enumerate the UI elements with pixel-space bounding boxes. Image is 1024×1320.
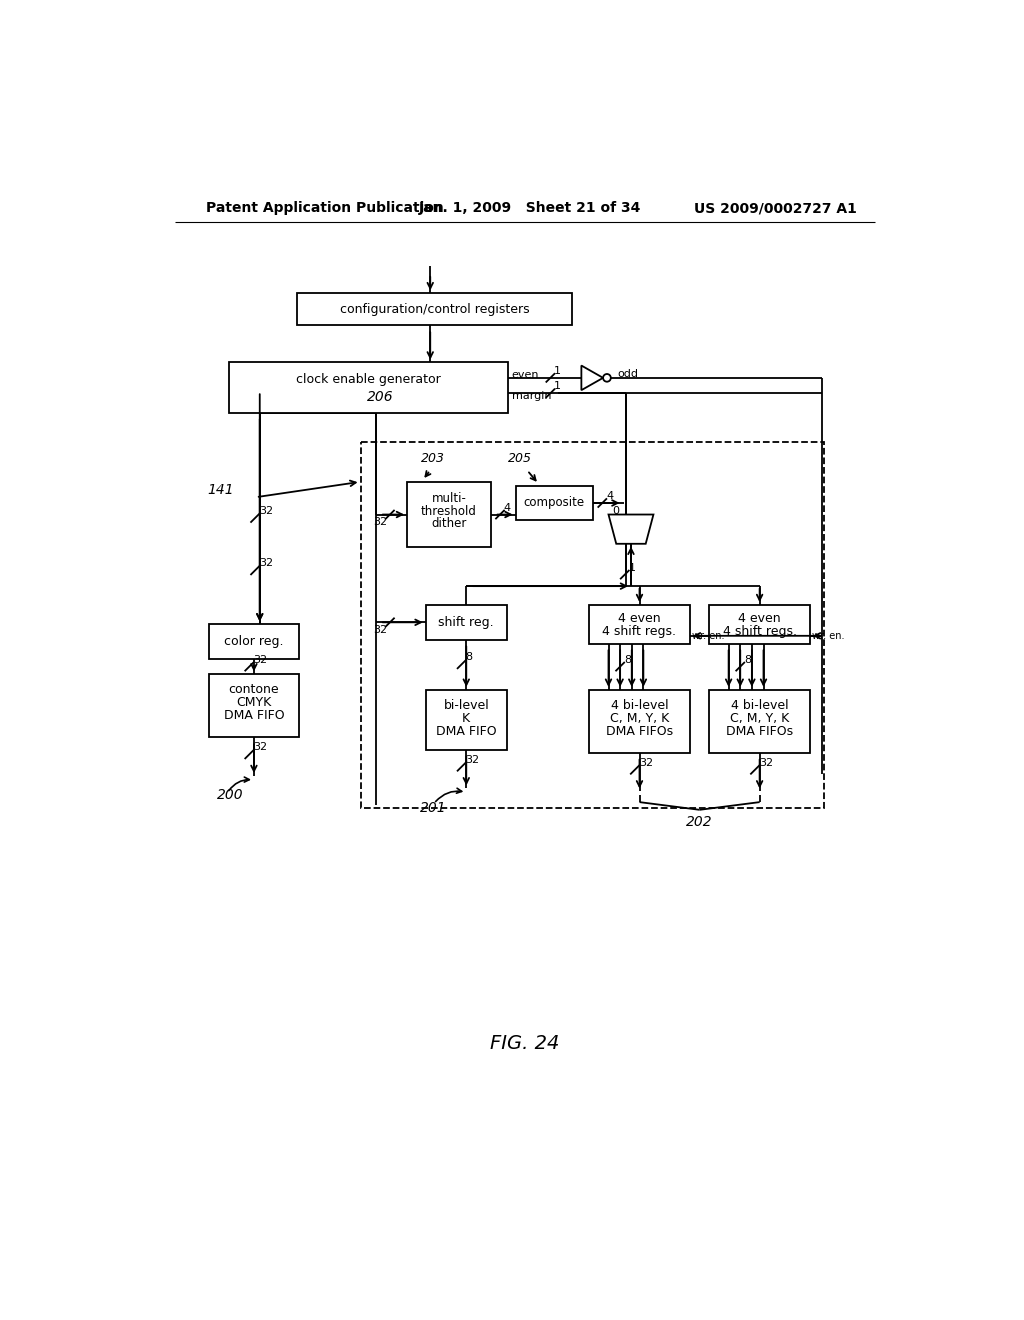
Text: 4 bi-level: 4 bi-level [731, 698, 788, 711]
Text: 4 even: 4 even [738, 612, 781, 626]
Bar [426, 605, 507, 640]
Text: contone: contone [228, 684, 280, 696]
Text: wr. en.: wr. en. [812, 631, 845, 640]
Bar [589, 605, 690, 644]
Text: 32: 32 [259, 558, 273, 569]
Text: configuration/control registers: configuration/control registers [340, 302, 529, 315]
Text: 200: 200 [217, 788, 244, 803]
Text: 1: 1 [554, 381, 561, 391]
Text: 32: 32 [373, 626, 387, 635]
Text: C, M, Y, K: C, M, Y, K [610, 711, 669, 725]
Text: 32: 32 [466, 755, 479, 764]
Text: even: even [512, 370, 539, 380]
Text: Patent Application Publication: Patent Application Publication [206, 202, 443, 215]
Text: 4: 4 [606, 491, 613, 502]
Text: 4 bi-level: 4 bi-level [610, 698, 669, 711]
Text: DMA FIFOs: DMA FIFOs [606, 725, 673, 738]
Text: 32: 32 [373, 517, 387, 527]
Text: shift reg.: shift reg. [438, 616, 495, 628]
Text: margin: margin [512, 391, 551, 401]
Text: 8: 8 [624, 655, 631, 665]
Bar [407, 482, 490, 548]
Text: 4: 4 [504, 503, 511, 512]
Text: Jan. 1, 2009   Sheet 21 of 34: Jan. 1, 2009 Sheet 21 of 34 [419, 202, 641, 215]
Bar [589, 689, 690, 752]
Text: 206: 206 [367, 391, 393, 404]
Text: dither: dither [431, 517, 467, 529]
Text: C, M, Y, K: C, M, Y, K [730, 711, 790, 725]
Text: 0: 0 [612, 506, 620, 516]
Text: 205: 205 [508, 453, 531, 465]
Text: 32: 32 [639, 758, 653, 768]
Text: 202: 202 [686, 816, 713, 829]
Text: clock enable generator: clock enable generator [296, 372, 440, 385]
Text: threshold: threshold [421, 504, 477, 517]
Bar [209, 624, 299, 659]
Bar [228, 363, 508, 412]
Text: DMA FIFO: DMA FIFO [223, 709, 285, 722]
Text: DMA FIFO: DMA FIFO [436, 725, 497, 738]
Text: CMYK: CMYK [237, 696, 271, 709]
Text: 32: 32 [253, 655, 267, 665]
Bar [209, 675, 299, 738]
Text: 4 even: 4 even [618, 612, 660, 626]
Text: composite: composite [523, 496, 585, 510]
Text: color reg.: color reg. [224, 635, 284, 648]
Text: FIG. 24: FIG. 24 [490, 1035, 559, 1053]
Bar [297, 293, 572, 326]
Text: 203: 203 [421, 453, 445, 465]
Text: 8: 8 [466, 652, 473, 663]
Text: odd: odd [617, 370, 638, 379]
Bar [710, 689, 810, 752]
Text: 4 shift regs.: 4 shift regs. [723, 626, 797, 639]
Text: 4 shift regs.: 4 shift regs. [602, 626, 677, 639]
Text: 32: 32 [253, 742, 267, 752]
Bar [710, 605, 810, 644]
Text: bi-level: bi-level [443, 698, 489, 711]
Text: wr. en.: wr. en. [692, 631, 725, 640]
Text: K: K [462, 711, 470, 725]
Text: 141: 141 [208, 483, 234, 496]
Text: 1: 1 [629, 562, 636, 573]
Text: 8: 8 [744, 655, 752, 665]
Text: DMA FIFOs: DMA FIFOs [726, 725, 794, 738]
Text: 32: 32 [259, 506, 273, 516]
Bar [360, 442, 824, 808]
Text: 32: 32 [759, 758, 773, 768]
Text: US 2009/0002727 A1: US 2009/0002727 A1 [693, 202, 857, 215]
Bar [515, 486, 593, 520]
Bar [426, 689, 507, 750]
Text: 201: 201 [420, 800, 446, 814]
Text: multi-: multi- [431, 492, 466, 506]
Text: 1: 1 [554, 366, 561, 376]
Polygon shape [608, 515, 653, 544]
